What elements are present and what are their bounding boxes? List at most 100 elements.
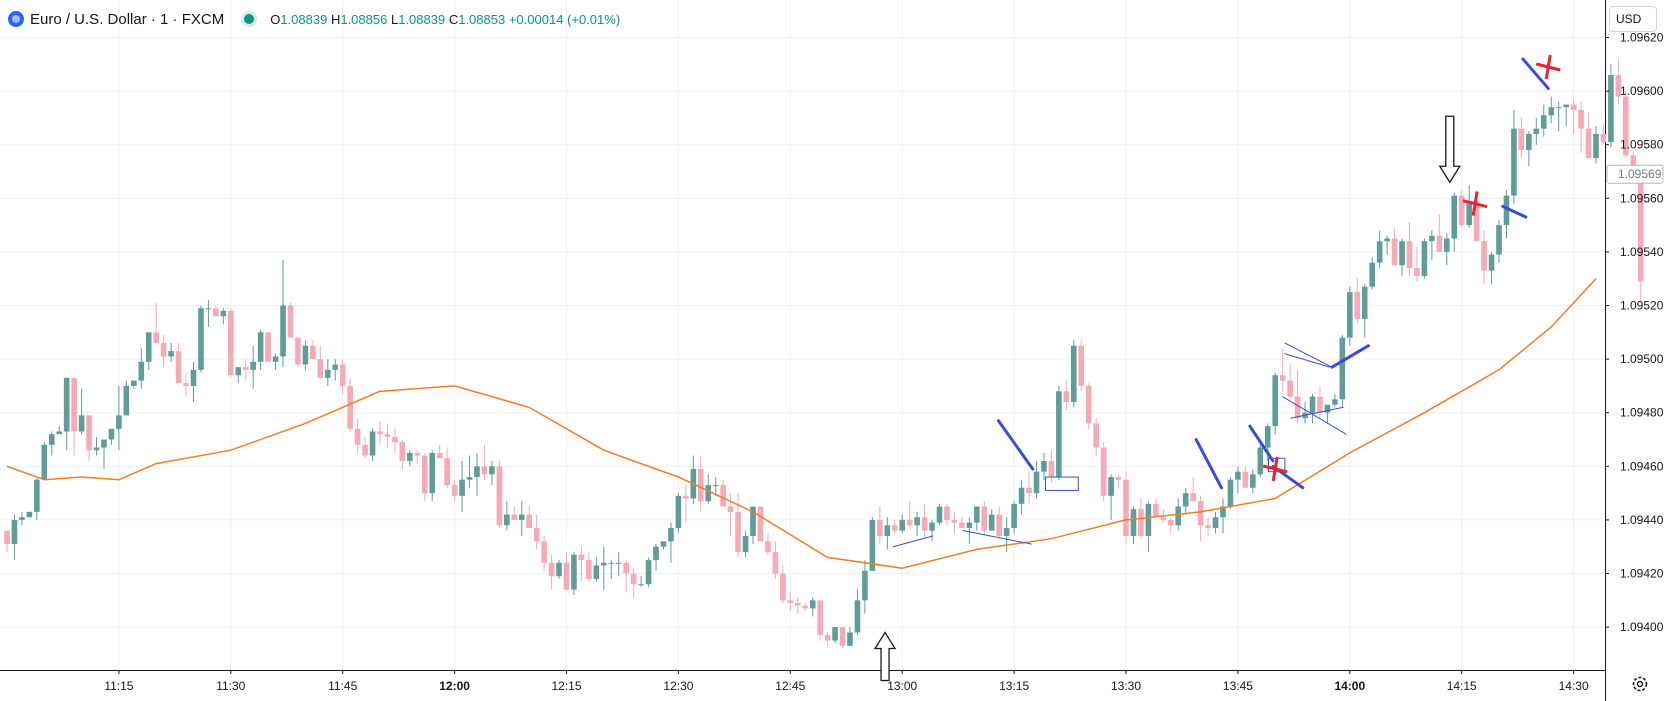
time-tick-label: 13:30 <box>1111 679 1141 693</box>
time-axis[interactable]: 11:15 11:30 11:45 12:00 12:15 12:30 12:45 13:00… <box>104 670 1589 693</box>
trend-line-drawing <box>1282 396 1347 435</box>
candle-down <box>824 632 831 646</box>
candle-body <box>563 562 570 590</box>
candle-down <box>1481 230 1487 285</box>
candle-body <box>1585 128 1592 159</box>
candle-down <box>996 506 1002 539</box>
trend-line-drawing <box>1501 204 1528 219</box>
candle-body <box>1153 503 1159 518</box>
candle-body <box>19 517 25 520</box>
candle-up <box>1443 233 1450 266</box>
candle-up <box>1339 335 1346 408</box>
candle-down <box>242 359 249 381</box>
candle-down <box>906 501 913 528</box>
time-tick-label: 13:15 <box>999 679 1029 693</box>
candle-up <box>1563 104 1569 126</box>
candle-down <box>1578 101 1584 153</box>
price-tick-label: 1.09460 <box>1620 459 1664 473</box>
candle-body <box>1436 235 1443 252</box>
candle-down <box>317 345 324 378</box>
candle-body <box>1257 447 1264 475</box>
candle-down <box>1279 348 1286 392</box>
candle-up <box>1548 96 1555 124</box>
candle-body <box>630 573 637 585</box>
candle-body <box>615 562 622 564</box>
candle-down <box>1458 190 1465 228</box>
candle-body <box>862 570 868 601</box>
candle-body <box>593 565 600 579</box>
price-axis[interactable]: 1.09620 1.09600 1.09580 1.09560 1.09540 1.095… <box>1605 31 1664 635</box>
candle-up <box>1018 479 1025 515</box>
cross-marker-drawing <box>1462 191 1488 216</box>
candle-body <box>354 428 361 445</box>
candle-body <box>496 466 503 526</box>
candle-up <box>1250 469 1256 494</box>
candle-body <box>295 337 301 365</box>
currency-select[interactable]: USD <box>1609 6 1657 32</box>
candle-body <box>1600 134 1607 143</box>
candle-up <box>1369 257 1375 290</box>
price-tick-label: 1.09620 <box>1620 31 1664 45</box>
euro-dollar-logo-icon <box>8 11 24 27</box>
time-tick-label: 13:45 <box>1223 679 1253 693</box>
candle-body <box>1145 503 1152 536</box>
time-tick-label: 14:00 <box>1334 679 1365 693</box>
candle-body <box>504 514 510 526</box>
candle-body <box>63 377 70 432</box>
candle-body <box>131 380 137 386</box>
candle-up <box>1503 190 1510 239</box>
candle-body <box>712 485 719 487</box>
candle-body <box>959 522 965 528</box>
candle-body <box>1473 201 1480 242</box>
candle-down <box>794 597 801 614</box>
candle-up <box>638 576 644 587</box>
candle-body <box>772 552 779 574</box>
candle-body <box>1250 474 1256 488</box>
candle-up <box>884 517 891 550</box>
candle-up <box>63 377 70 451</box>
candle-body <box>1242 471 1249 488</box>
chart-header: Euro / U.S. Dollar · 1 · FXCM O1.08839 H… <box>8 6 620 32</box>
candle-up <box>1145 501 1152 553</box>
candle-body <box>317 359 324 378</box>
trend-line-drawing <box>1194 438 1224 490</box>
candle-body <box>1429 235 1435 242</box>
candle-up <box>675 493 682 534</box>
candle-up <box>1429 230 1435 260</box>
candle-up <box>571 552 577 595</box>
cross-marker-drawing <box>1262 456 1288 482</box>
candle-down <box>451 479 458 502</box>
candle-body <box>1324 404 1331 413</box>
gear-icon[interactable] <box>1630 674 1650 694</box>
candle-down <box>548 554 555 590</box>
candle-body <box>742 536 749 553</box>
candle-body <box>242 367 249 370</box>
candle-down <box>780 565 786 603</box>
candle-body <box>802 605 809 609</box>
candle-body <box>809 600 816 609</box>
candle-down <box>1085 383 1092 429</box>
candle-up <box>1488 251 1495 285</box>
candle-down <box>339 359 346 394</box>
candle-body <box>481 466 488 475</box>
candle-body <box>205 308 212 310</box>
candle-up <box>1466 184 1472 228</box>
candle-down <box>1190 477 1196 502</box>
candle-body <box>1175 506 1182 526</box>
candle-down <box>481 444 488 480</box>
candle-up <box>220 308 227 325</box>
candle-down <box>160 335 167 368</box>
candle-body <box>1414 268 1420 277</box>
drawings-group[interactable] <box>873 54 1561 682</box>
symbol-title[interactable]: Euro / U.S. Dollar · 1 · FXCM <box>30 10 225 28</box>
candle-up <box>1220 498 1226 534</box>
candle-up <box>1235 466 1241 494</box>
candle-body <box>444 458 450 486</box>
time-tick-label: 11:45 <box>328 679 357 693</box>
candle-up <box>235 367 242 384</box>
candle-body <box>1623 96 1629 156</box>
candle-down <box>1063 380 1070 411</box>
candle-up <box>593 557 600 582</box>
candle-down <box>1093 418 1099 456</box>
